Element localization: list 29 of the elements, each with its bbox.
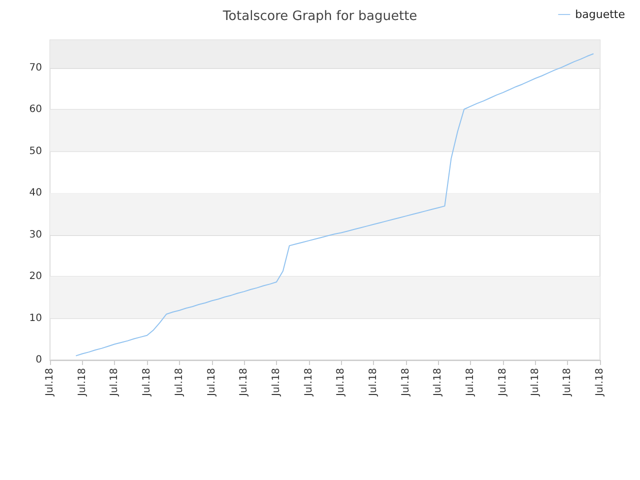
x-tick-label: Jul.18: [174, 368, 185, 397]
x-tick-label: Jul.18: [109, 368, 120, 397]
x-tick-label: Jul.18: [594, 368, 606, 397]
x-tick-label: Jul.18: [142, 368, 153, 397]
x-tick-label: Jul.18: [368, 368, 380, 397]
x-tick-label: Jul.18: [206, 368, 218, 397]
legend-label: baguette: [575, 8, 626, 21]
x-tick-label: Jul.18: [400, 368, 412, 397]
x-tick-label: Jul.18: [336, 368, 347, 397]
y-tick-label: 30: [29, 229, 42, 240]
x-tick-label: Jul.18: [465, 368, 476, 397]
y-tick-label: 60: [29, 104, 42, 116]
x-tick-label: Jul.18: [303, 368, 314, 397]
chart-title: Totalscore Graph for baguette: [222, 9, 418, 24]
x-tick-label: Jul.18: [76, 368, 88, 397]
y-tick-label: 10: [29, 312, 42, 324]
line-series: [75, 53, 594, 356]
x-tick-label: Jul.18: [238, 368, 250, 397]
x-tick-label: Jul.18: [562, 368, 574, 397]
y-tick-label: 70: [29, 62, 42, 74]
y-tick-label: 0: [36, 354, 42, 366]
x-tick-label: Jul.18: [530, 368, 541, 397]
x-tick-label: Jul.18: [497, 368, 508, 397]
x-tick-label: Jul.18: [432, 368, 444, 397]
y-tick-label: 20: [29, 271, 42, 282]
y-tick-label: 50: [29, 146, 42, 157]
x-tick-label: Jul.18: [270, 368, 282, 397]
x-tick-label: Jul.18: [44, 368, 56, 397]
y-tick-label: 40: [29, 188, 42, 199]
